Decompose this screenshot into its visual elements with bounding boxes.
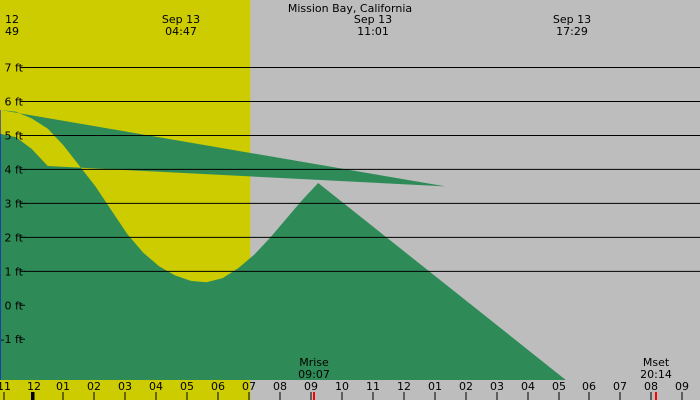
x-tick-label-18: 05: [552, 380, 566, 393]
current-time-marker: [31, 392, 34, 400]
x-tick-label-3: 02: [87, 380, 101, 393]
chart-title: Mission Bay, California: [288, 2, 412, 15]
y-tick-label-4: 4 ft: [5, 163, 24, 176]
x-tick-label-14: 01: [428, 380, 442, 393]
tide-event-date-1: Sep 13: [162, 13, 200, 26]
y-tick-label-6: 6 ft: [5, 96, 24, 109]
tide-event-time-3: 17:29: [556, 25, 588, 38]
x-axis: 11 12 01 02 03 04 05 06 07 08 09 10 11 12 01 02 03 04 05 06…: [0, 380, 689, 400]
y-tick-label-7: 7 ft: [5, 62, 24, 75]
tide-areas: [0, 110, 566, 380]
x-tick-label-4: 03: [118, 380, 132, 393]
tide-event-date-2: Sep 13: [354, 13, 392, 26]
x-tick-label-16: 03: [490, 380, 504, 393]
tide-event-time-2: 11:01: [357, 25, 389, 38]
x-tick-label-8: 07: [242, 380, 256, 393]
x-tick-label-2: 01: [56, 380, 70, 393]
x-tick-label-9: 08: [273, 380, 287, 393]
x-tick-label-10: 09: [304, 380, 318, 393]
y-tick-label-2: 2 ft: [5, 231, 24, 244]
tide-event-time-0: 49: [5, 25, 19, 38]
y-tick-label-1: 1 ft: [5, 265, 24, 278]
x-tick-label-0: 11: [0, 380, 11, 393]
x-tick-label-22: 09: [675, 380, 689, 393]
x-tick-label-5: 04: [149, 380, 163, 393]
x-tick-label-7: 06: [211, 380, 225, 393]
y-tick-label-0: 0 ft: [5, 299, 24, 312]
x-tick-label-1: 12: [27, 380, 41, 393]
moonset-label: Mset: [643, 356, 670, 369]
x-tick-label-19: 06: [582, 380, 596, 393]
tide-event-date-3: Sep 13: [553, 13, 591, 26]
y-grid: -1 ft 0 ft 1 ft 2 ft 3 ft 4 ft 5 ft 6 ft 7 ft: [1, 62, 700, 346]
moonrise-time: 09:07: [298, 368, 330, 381]
rising-tide-area: [0, 110, 1, 380]
y-tick-label--1: -1 ft: [1, 333, 24, 346]
x-tick-label-11: 10: [335, 380, 349, 393]
y-tick-label-5: 5 ft: [5, 129, 24, 142]
moonrise-label: Mrise: [299, 356, 329, 369]
x-tick-label-13: 12: [397, 380, 411, 393]
x-tick-label-21: 08: [644, 380, 658, 393]
tide-event-date-0: 12: [5, 13, 19, 26]
moonset-time: 20:14: [640, 368, 672, 381]
tide-event-time-1: 04:47: [165, 25, 197, 38]
x-tick-label-17: 04: [521, 380, 535, 393]
falling-tide-area: [0, 110, 566, 380]
x-tick-label-12: 11: [366, 380, 380, 393]
y-tick-label-3: 3 ft: [5, 197, 24, 210]
x-tick-label-20: 07: [613, 380, 627, 393]
x-tick-label-15: 02: [459, 380, 473, 393]
x-tick-label-6: 05: [180, 380, 194, 393]
